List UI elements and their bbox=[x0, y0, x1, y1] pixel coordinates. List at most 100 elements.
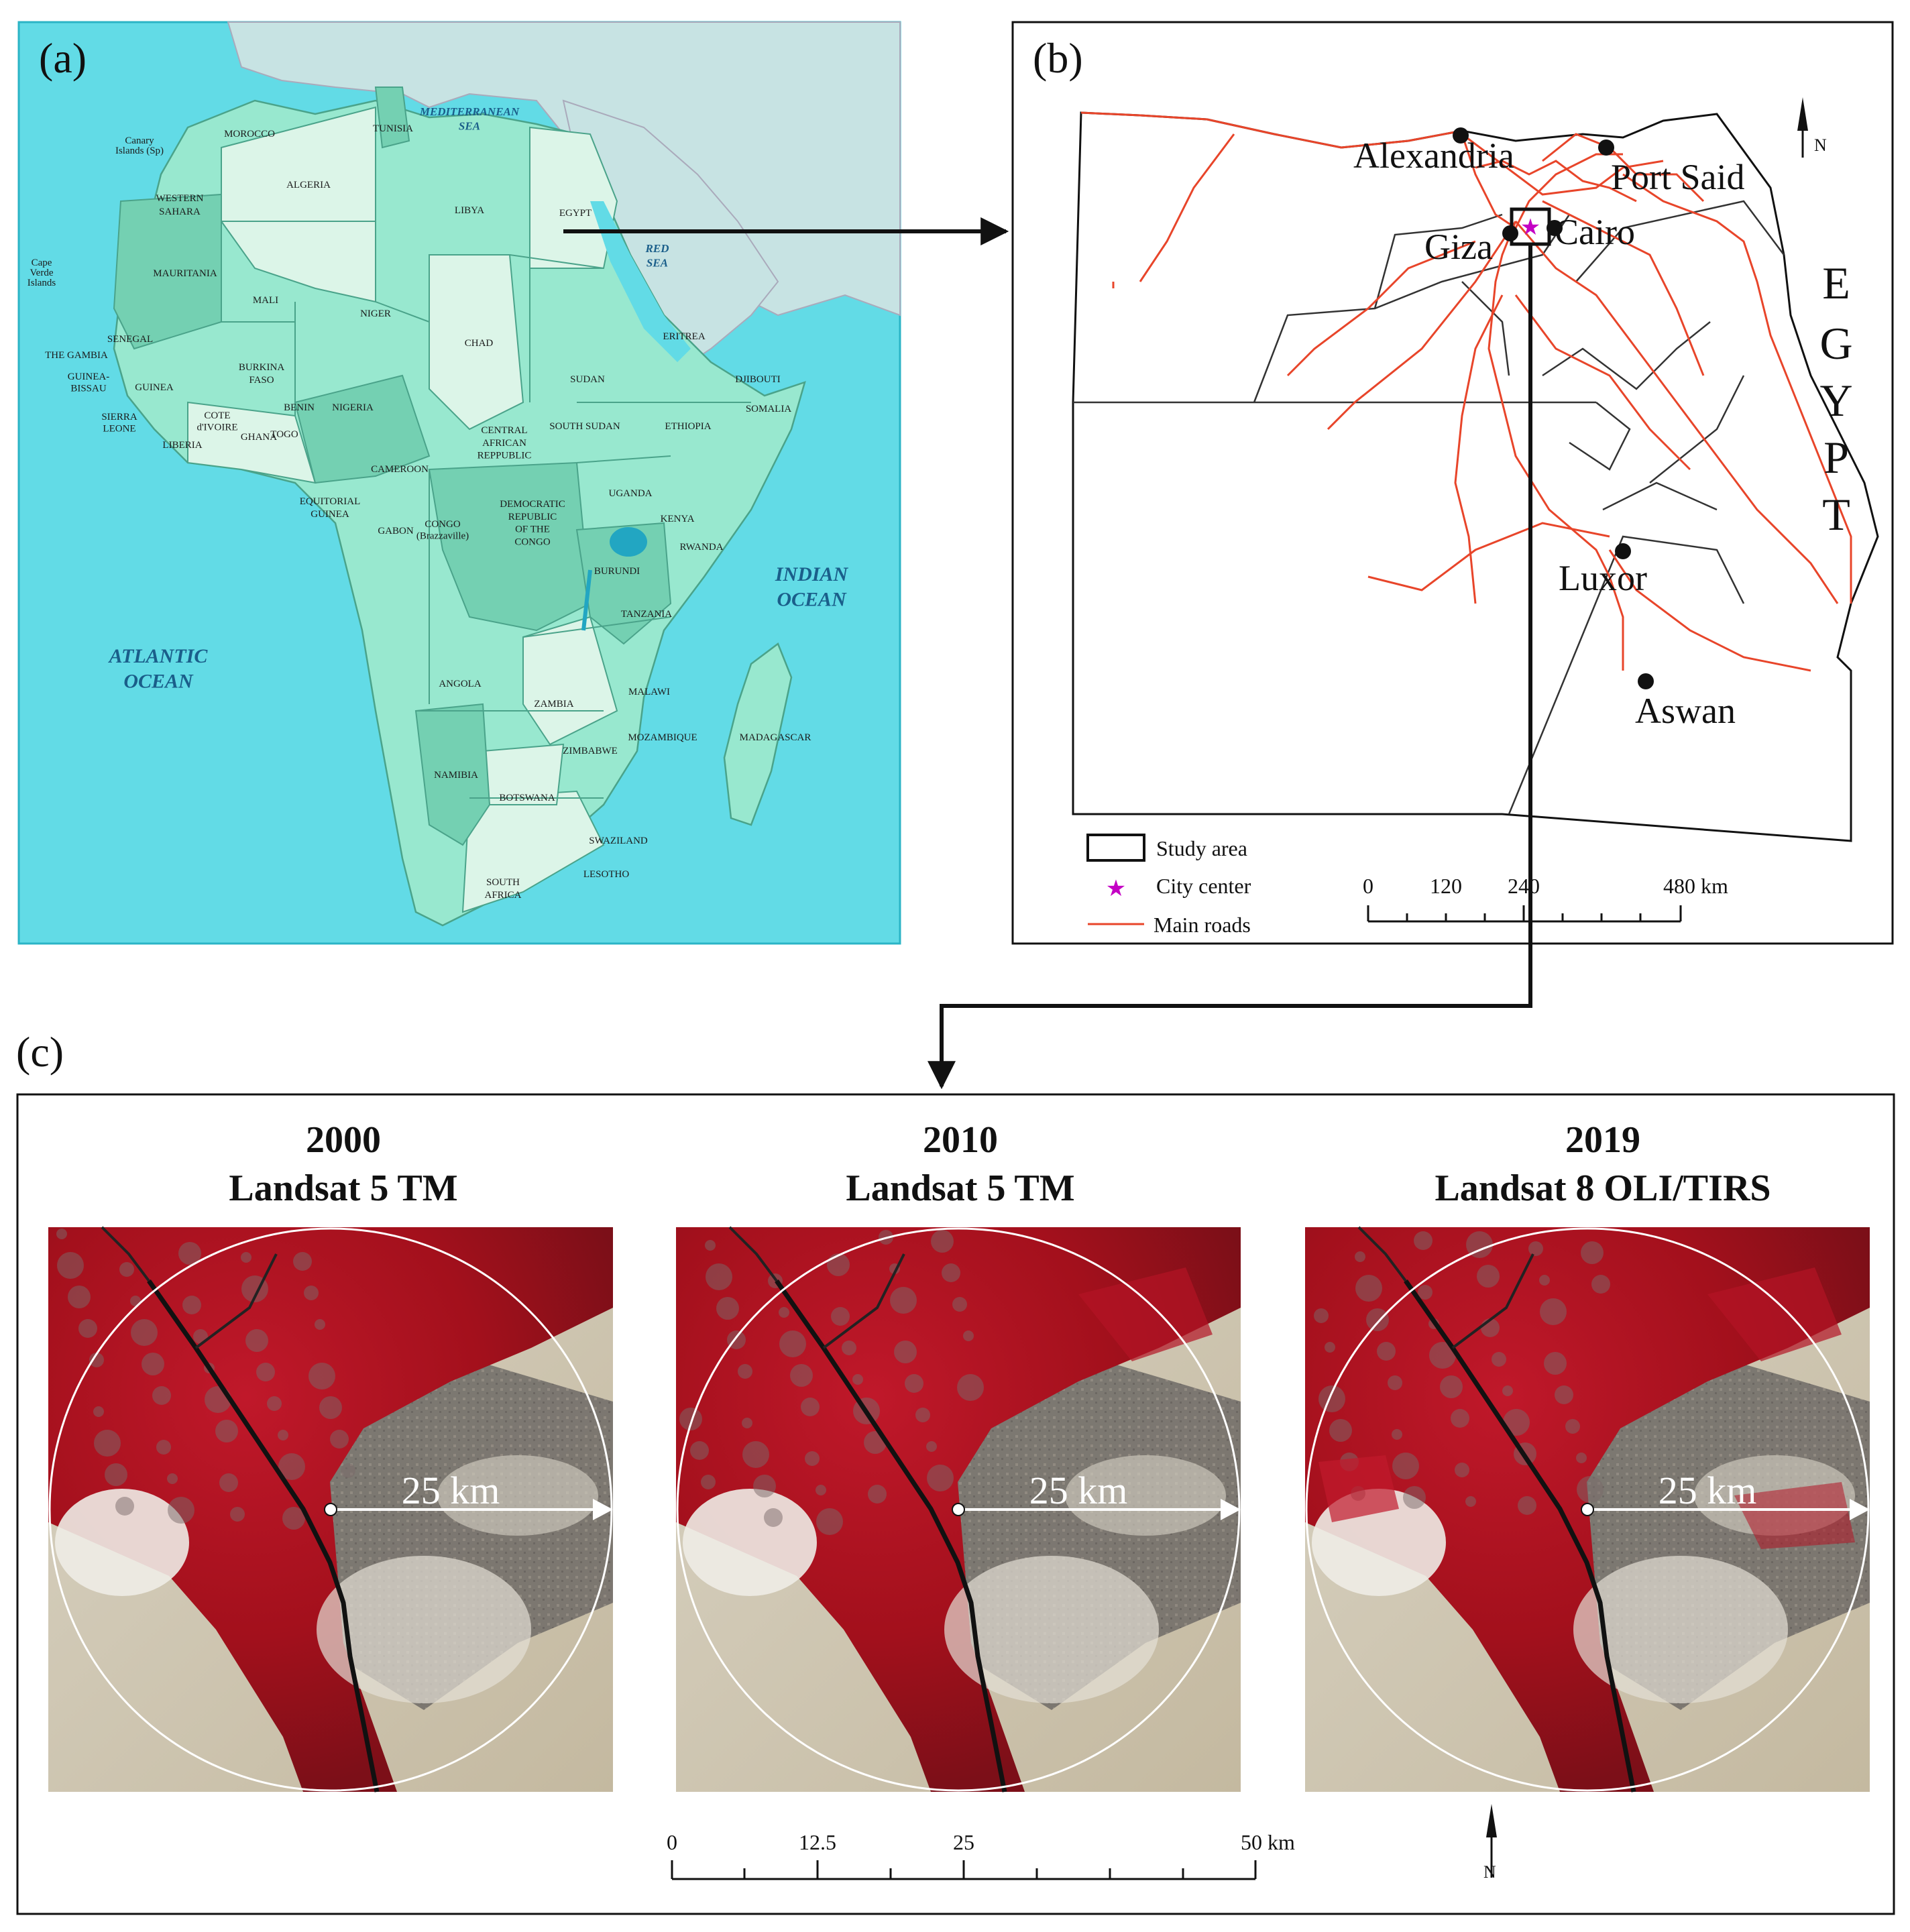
country-label-eq-guinea: EQUITORIAL GUINEA bbox=[300, 496, 361, 520]
zambia-region bbox=[522, 616, 618, 746]
map-label-line: LESOTHO bbox=[583, 869, 629, 880]
map-label-line: INDIAN bbox=[775, 563, 849, 585]
map-label-line: SAHARA bbox=[159, 207, 201, 217]
scale-tick-label: 25 bbox=[953, 1830, 974, 1854]
country-label-kenya: KENYA bbox=[661, 514, 695, 524]
legend-star-icon: ★ bbox=[1106, 875, 1126, 902]
country-letter: E bbox=[1822, 258, 1850, 308]
coastal-west-region bbox=[187, 401, 317, 484]
country-label-namibia: NAMIBIA bbox=[434, 770, 478, 781]
legend: Study area ★ City center Main roads bbox=[1086, 834, 1251, 937]
country-label-zambia: ZAMBIA bbox=[534, 699, 573, 709]
country-label-djibouti: DJIBOUTI bbox=[735, 374, 781, 385]
country-label-south-africa: SOUTH AFRICA bbox=[484, 877, 521, 901]
country-label-sierra-leone: SIERRA LEONE bbox=[101, 412, 137, 435]
city-label-luxor: Luxor bbox=[1559, 558, 1647, 598]
scale-tick-label: 240 bbox=[1508, 874, 1540, 898]
country-label-gabon: GABON bbox=[378, 526, 414, 536]
map-label-line: RED bbox=[645, 242, 669, 255]
panel-label-a: (a) bbox=[39, 34, 87, 82]
city-center-marker bbox=[1581, 1503, 1594, 1516]
radius-label: 25 km bbox=[402, 1469, 500, 1512]
country-label-south-sudan: SOUTH SUDAN bbox=[549, 421, 620, 432]
north-label: N bbox=[1483, 1862, 1496, 1882]
alexandria-dot bbox=[1453, 127, 1469, 144]
country-label-congo: CONGO(Brazzaville) bbox=[416, 519, 469, 542]
map-label-line: SEA bbox=[647, 256, 668, 269]
map-label-line: SOUTH SUDAN bbox=[549, 421, 620, 432]
map-label-line: KENYA bbox=[661, 514, 695, 524]
map-label-line: BISSAU bbox=[70, 384, 107, 394]
luxor-dot bbox=[1615, 543, 1631, 559]
map-label-line: BURUNDI bbox=[594, 566, 640, 577]
map-label-line: CONGO bbox=[514, 536, 551, 547]
panel-label-c: (c) bbox=[16, 1028, 64, 1076]
country-letter: G bbox=[1819, 318, 1852, 369]
country-label-botswana: BOTSWANA bbox=[499, 793, 555, 803]
panel-year-title: 2000 bbox=[306, 1119, 381, 1161]
map-label-line: LIBERIA bbox=[162, 440, 202, 451]
map-label-line: TOGO bbox=[270, 429, 298, 440]
map-label-line: d'IVOIRE bbox=[196, 422, 237, 433]
map-label-line: OF THE bbox=[515, 524, 550, 535]
country-label-zimbabwe: ZIMBABWE bbox=[563, 746, 618, 756]
map-label-line: DEMOCRATIC bbox=[500, 499, 565, 510]
map-label-line: ATLANTIC bbox=[108, 645, 209, 667]
legend-city-center: City center bbox=[1156, 874, 1251, 898]
country-label-eritrea: ERITREA bbox=[663, 331, 705, 342]
country-label-swaziland: SWAZILAND bbox=[589, 836, 648, 846]
map-label-line: SEA bbox=[459, 119, 480, 132]
country-letter: Y bbox=[1819, 375, 1852, 426]
radius-label: 25 km bbox=[1029, 1469, 1128, 1512]
country-label-rwanda: RWANDA bbox=[679, 542, 723, 553]
legend-study-area-swatch bbox=[1086, 834, 1145, 862]
radius-arrow-head bbox=[1850, 1499, 1870, 1520]
map-label-line: SWAZILAND bbox=[589, 836, 648, 846]
map-label-line: ALGERIA bbox=[286, 180, 331, 190]
country-label-liberia: LIBERIA bbox=[162, 440, 202, 451]
country-label-mauritania: MAURITANIA bbox=[153, 268, 217, 279]
city-label-cairo: Cairo bbox=[1555, 212, 1635, 252]
country-label-egypt: EGYPT bbox=[559, 208, 592, 219]
map-label-line: BENIN bbox=[284, 402, 315, 413]
map-label-line: BOTSWANA bbox=[499, 793, 555, 803]
map-label-line: OCEAN bbox=[777, 589, 847, 611]
north-label: N bbox=[1814, 135, 1827, 155]
country-borders bbox=[221, 107, 751, 799]
map-label-line: ETHIOPIA bbox=[665, 421, 711, 432]
map-label-line: SOUTH bbox=[486, 877, 520, 888]
lake-victoria bbox=[610, 527, 647, 557]
map-label-line: MEDITERRANEAN bbox=[419, 105, 520, 118]
country-letter: P bbox=[1823, 432, 1849, 483]
country-label-burundi: BURUNDI bbox=[594, 566, 640, 577]
country-label-algeria: ALGERIA bbox=[286, 180, 331, 190]
scale-tick-label: 0 bbox=[667, 1830, 677, 1854]
country-label-togo: TOGO bbox=[270, 429, 298, 440]
map-label-line: CONGO bbox=[425, 519, 461, 530]
legend-main-roads: Main roads bbox=[1154, 913, 1251, 937]
city-center-marker bbox=[952, 1503, 965, 1516]
country-label-car: CENTRAL AFRICAN REPPUBLIC bbox=[477, 425, 532, 461]
city-label-alexandria: Alexandria bbox=[1353, 135, 1514, 176]
country-label-tanzania: TANZANIA bbox=[621, 609, 672, 620]
map-label-line: NIGERIA bbox=[332, 402, 374, 413]
panel-c: (c) 2000 Landsat 5 TM 25 km 2010 Landsat 5 T… bbox=[16, 1028, 1895, 1915]
country-label-lesotho: LESOTHO bbox=[583, 869, 629, 880]
aswan-dot bbox=[1638, 673, 1654, 689]
map-label-line: LEONE bbox=[103, 424, 135, 435]
map-label-line: UGANDA bbox=[609, 488, 653, 499]
map-label-line: CAMEROON bbox=[371, 464, 429, 475]
map-label-line: BURKINA bbox=[239, 362, 285, 373]
port-said-dot bbox=[1598, 139, 1614, 156]
lake-tanganyika bbox=[581, 569, 592, 631]
ocean-label-atlantic: ATLANTIC OCEAN bbox=[108, 645, 209, 693]
country-label-mozambique: MOZAMBIQUE bbox=[628, 732, 697, 743]
map-label-line: NAMIBIA bbox=[434, 770, 478, 781]
map-label-line: EGYPT bbox=[559, 208, 592, 219]
map-label-line: SENEGAL bbox=[107, 334, 153, 345]
map-label-line: DJIBOUTI bbox=[735, 374, 781, 385]
